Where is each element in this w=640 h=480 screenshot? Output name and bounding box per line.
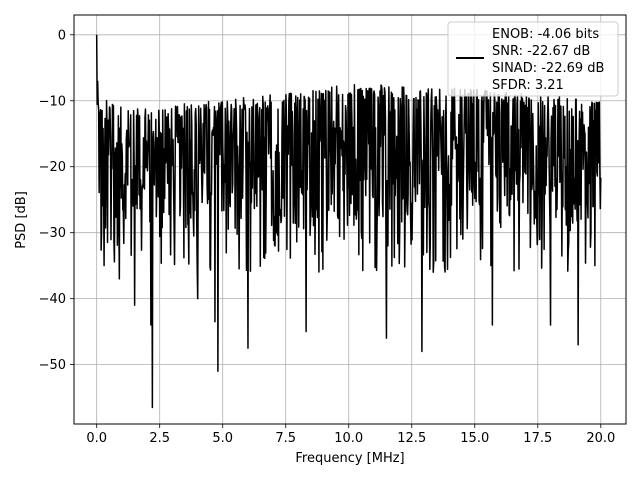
y-tick-label: −20: [39, 160, 66, 175]
x-tick-label: 17.5: [523, 431, 552, 446]
x-tick-label: 0.0: [86, 431, 107, 446]
legend-box: [447, 21, 619, 97]
y-tick-label: 0: [58, 28, 66, 43]
x-tick-label: 10.0: [334, 431, 363, 446]
x-tick-label: 15.0: [460, 431, 489, 446]
legend: ENOB: -4.06 bits SNR: -22.67 dB SINAD: -…: [447, 21, 619, 97]
psd-series-path: [95, 34, 602, 409]
y-tick-label: −10: [39, 94, 66, 109]
x-tick-label: 2.5: [149, 431, 170, 446]
legend-entry: ENOB: -4.06 bits: [492, 27, 599, 42]
axis-ticks: 0.0 2.5 5.0 7.5 10.0 12.5 15.0 17.5 20.0 0 −10 −20 −…: [39, 28, 616, 446]
plot-frame: [73, 14, 627, 425]
x-axis-label: Frequency [MHz]: [295, 451, 404, 466]
y-axis-label: PSD [dB]: [14, 191, 29, 249]
legend-entry: SFDR: 3.21: [492, 78, 564, 93]
x-tick-label: 12.5: [397, 431, 426, 446]
series-line: [95, 34, 602, 409]
y-tick-label: −50: [39, 358, 66, 373]
legend-entry: SINAD: -22.69 dB: [492, 61, 604, 76]
x-tick-label: 7.5: [275, 431, 296, 446]
y-tick-label: −30: [39, 226, 66, 241]
legend-entry: SNR: -22.67 dB: [492, 44, 590, 59]
x-tick-label: 20.0: [586, 431, 615, 446]
x-tick-label: 5.0: [212, 431, 233, 446]
y-tick-label: −40: [39, 292, 66, 307]
